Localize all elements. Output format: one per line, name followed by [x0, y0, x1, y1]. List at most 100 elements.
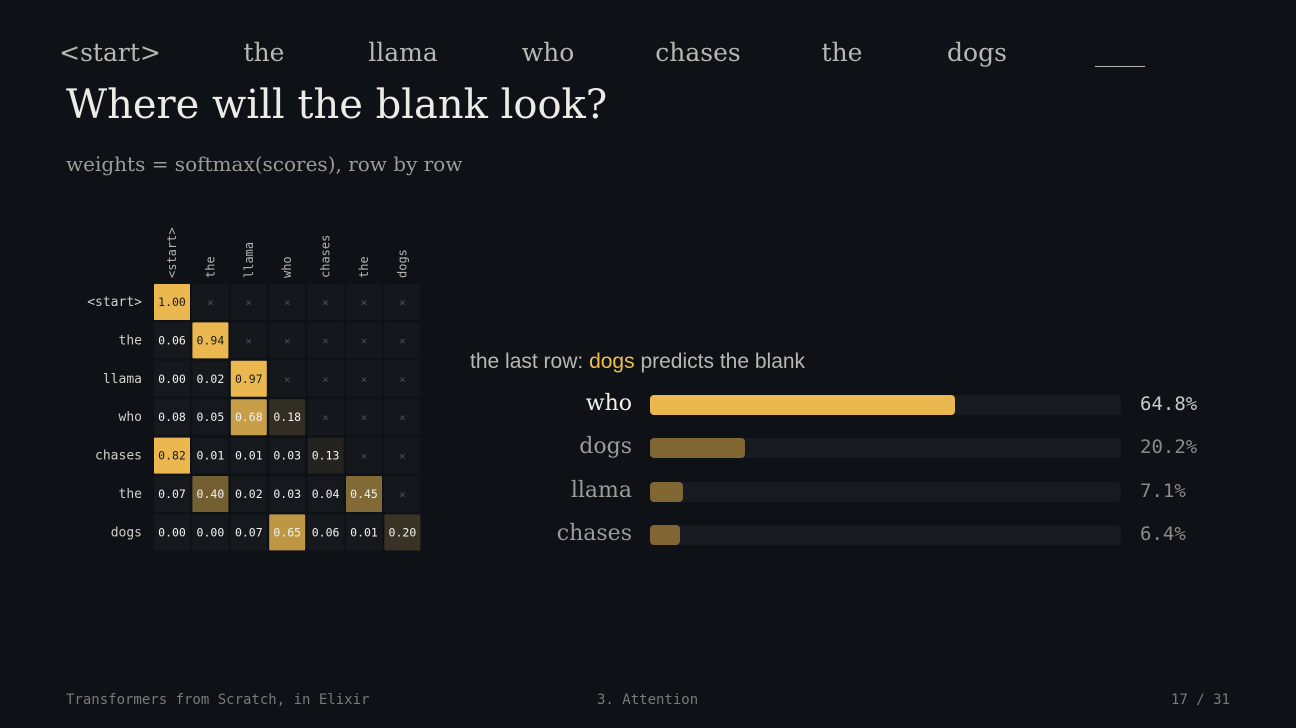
row-label: <start> [87, 295, 142, 310]
heatmap-cell [192, 322, 229, 359]
bar-track [650, 525, 1121, 545]
heatmap-cell [230, 476, 267, 512]
bar-track [650, 395, 1121, 415]
bar [650, 438, 746, 458]
heatmap-cell-value: 0.40 [197, 487, 225, 501]
heatmap-cell [346, 284, 382, 320]
heatmap-cell-value: 0.65 [273, 525, 301, 539]
masked-cell-marker: × [284, 296, 291, 309]
heatmap-cell [192, 399, 229, 436]
bar [650, 525, 681, 545]
heatmap-cell [230, 514, 267, 551]
heatmap-cell-value: 0.01 [197, 449, 225, 463]
row-label: who [119, 410, 142, 425]
bar-row: dogs 20.2% [0, 430, 1296, 466]
masked-cell-marker: × [361, 450, 368, 463]
heatmap-cell [154, 437, 190, 474]
heatmap-cell [346, 437, 382, 474]
bar-row: who 64.8% [0, 387, 1296, 423]
heatmap-cell [192, 437, 229, 474]
heatmap-cell-value: 0.03 [273, 487, 301, 501]
heatmap-cell [154, 476, 190, 512]
heatmap-cell-value: 1.00 [158, 295, 186, 309]
column-label: <start> [165, 227, 179, 278]
masked-cell-marker: × [399, 334, 406, 347]
heatmap-cell [154, 284, 190, 320]
column-label: the [357, 256, 371, 278]
token: <start> [59, 38, 161, 67]
heatmap-cell [346, 476, 382, 512]
heatmap-cell [154, 514, 190, 551]
heatmap-cell [154, 360, 190, 397]
page-title: Where will the blank look? [66, 82, 608, 128]
bar-row: chases 6.4% [0, 517, 1296, 553]
heatmap-cell-value: 0.00 [158, 525, 186, 539]
heatmap-cell-value: 0.18 [273, 410, 301, 424]
heatmap-cell [307, 437, 344, 474]
masked-cell-marker: × [322, 411, 329, 424]
row-label: chases [95, 449, 142, 464]
column-label: dogs [395, 249, 409, 278]
heatmap-cell [384, 360, 421, 397]
heatmap-cell-value: 0.45 [350, 487, 378, 501]
footer-page-number: 17 / 31 [1170, 692, 1230, 708]
heatmap-cell [346, 514, 382, 551]
heatmap-cell [307, 476, 344, 512]
bar-value: 20.2% [1140, 436, 1198, 458]
column-label: llama [242, 242, 256, 278]
masked-cell-marker: × [399, 450, 406, 463]
bar-track [650, 482, 1121, 502]
heatmap-cell-value: 0.20 [389, 525, 417, 539]
heatmap-cell [269, 437, 306, 474]
heatmap-cell [384, 437, 421, 474]
masked-cell-marker: × [361, 334, 368, 347]
heatmap-cell [346, 360, 382, 397]
heatmap-cell-value: 0.05 [197, 410, 225, 424]
heatmap-cell-value: 0.06 [312, 525, 340, 539]
bar-value: 7.1% [1140, 480, 1186, 502]
bar-value: 6.4% [1140, 523, 1186, 545]
masked-cell-marker: × [399, 411, 406, 424]
heatmap-cell [346, 322, 382, 359]
bar-label: dogs [579, 434, 632, 459]
row-label: the [119, 333, 143, 348]
masked-cell-marker: × [322, 334, 329, 347]
heatmap-cell [307, 399, 344, 436]
bar-label: who [585, 391, 632, 416]
heatmap-cell [269, 476, 306, 512]
heatmap-cell-value: 0.82 [158, 449, 186, 463]
footer-section: 3. Attention [597, 692, 699, 708]
heatmap-cell [269, 360, 306, 397]
heatmap-cell [269, 284, 306, 320]
heatmap-cell-value: 0.03 [273, 449, 301, 463]
masked-cell-marker: × [284, 373, 291, 386]
heatmap-cell-value: 0.00 [197, 525, 225, 539]
row-label: llama [103, 372, 142, 387]
heatmap-cell [307, 322, 344, 359]
heatmap-cell-value: 0.01 [350, 525, 378, 539]
heatmap-cell [307, 284, 344, 320]
bar-chart-caption: the last row: dogs predicts the blank [470, 350, 805, 374]
row-label: dogs [111, 525, 142, 540]
footer-deck-title: Transformers from Scratch, in Elixir [66, 692, 370, 708]
heatmap-cell [192, 360, 229, 397]
masked-cell-marker: × [245, 296, 252, 309]
heatmap-cell [384, 322, 421, 359]
column-label: the [203, 256, 217, 278]
row-label: the [119, 487, 143, 502]
column-label: who [280, 256, 294, 278]
heatmap-cell-value: 0.02 [235, 487, 263, 501]
bar [650, 482, 684, 502]
caption-prefix: the last row: [470, 350, 584, 373]
heatmap-cell [230, 360, 267, 397]
bar-track [650, 438, 1121, 458]
token: the [243, 38, 285, 67]
heatmap-cell [154, 322, 190, 359]
token: dogs [947, 38, 1007, 67]
caption-suffix: predicts the blank [640, 350, 806, 373]
masked-cell-marker: × [245, 334, 252, 347]
caption-highlight: dogs [589, 350, 635, 373]
heatmap-cell [384, 476, 421, 512]
heatmap-cell-value: 0.94 [197, 333, 225, 347]
bar-value: 64.8% [1140, 393, 1198, 415]
